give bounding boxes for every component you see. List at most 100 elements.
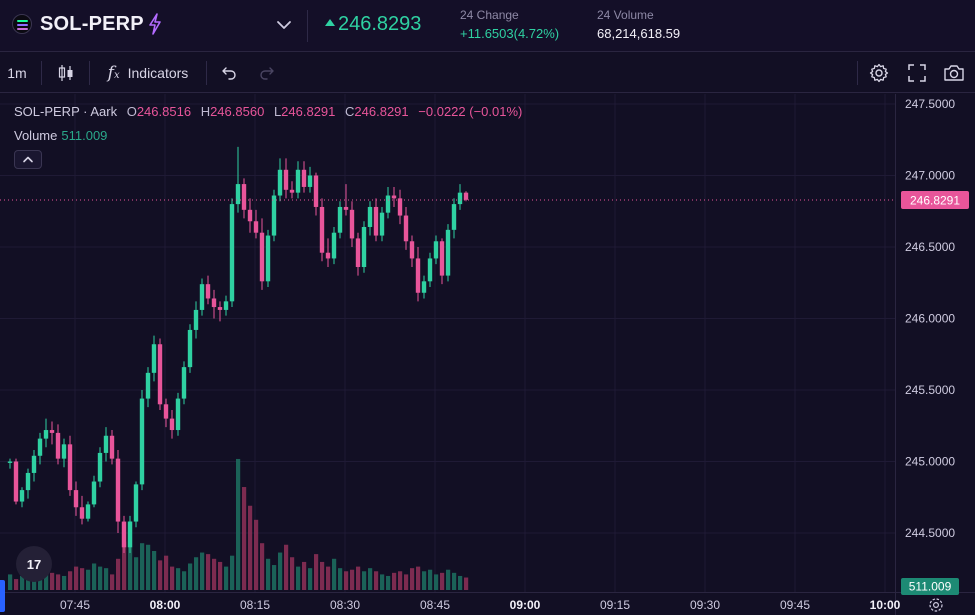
last-volume-label: 511.009 bbox=[909, 580, 952, 594]
candle-body bbox=[337, 206, 343, 233]
redo-icon[interactable] bbox=[254, 53, 280, 93]
candle-body bbox=[217, 307, 223, 310]
candle-body bbox=[253, 221, 259, 233]
camera-icon[interactable] bbox=[940, 53, 968, 93]
candle-body bbox=[451, 204, 457, 230]
volume-bar bbox=[218, 561, 223, 590]
candle-body bbox=[151, 344, 157, 373]
last-price-label: 246.8291 bbox=[910, 193, 960, 207]
volume-bar bbox=[380, 574, 385, 590]
scroll-marker[interactable] bbox=[0, 580, 5, 612]
chevron-down-icon[interactable] bbox=[275, 16, 293, 34]
fx-icon: fx bbox=[107, 63, 120, 83]
y-tick-label: 245.5000 bbox=[905, 383, 955, 397]
volume-bar bbox=[290, 557, 295, 590]
volume-bar bbox=[458, 575, 463, 590]
candle-body bbox=[145, 372, 151, 399]
volume-bar bbox=[68, 571, 73, 590]
candle-body bbox=[157, 344, 163, 405]
candle-body bbox=[355, 238, 361, 268]
volume-bar bbox=[140, 543, 145, 590]
volume-bar bbox=[32, 577, 37, 590]
pair-title[interactable]: SOL-PERP bbox=[40, 13, 144, 35]
price-chart[interactable]: 247.5000 247.0000 246.5000 246.0000 245.5000… bbox=[0, 94, 975, 615]
y-tick-label: 246.5000 bbox=[905, 240, 955, 254]
header-divider bbox=[307, 10, 308, 42]
fullscreen-icon[interactable] bbox=[904, 53, 930, 93]
candle-body bbox=[313, 175, 319, 207]
24h-volume: 24 Volume 68,214,618.59 bbox=[597, 8, 680, 41]
volume-bar bbox=[224, 566, 229, 590]
candle-body bbox=[169, 418, 175, 431]
volume-bar bbox=[344, 571, 349, 590]
volume-bar bbox=[326, 566, 331, 590]
candle-body bbox=[133, 484, 139, 522]
candle-body bbox=[415, 258, 421, 293]
legend-close: 246.8291 bbox=[354, 104, 409, 119]
x-tick-label: 10:00 bbox=[870, 598, 901, 612]
candle-body bbox=[43, 430, 49, 439]
candles-icon[interactable] bbox=[52, 53, 80, 93]
scale-settings-icon[interactable] bbox=[928, 597, 944, 613]
volume-bar bbox=[164, 555, 169, 590]
candle-body bbox=[229, 204, 235, 302]
volume-bar bbox=[50, 572, 55, 590]
volume-bar bbox=[74, 566, 79, 590]
candle-body bbox=[19, 490, 25, 502]
volume-bar bbox=[212, 558, 217, 590]
candle-body bbox=[397, 198, 403, 216]
volume-bar bbox=[260, 543, 265, 590]
volume-bar bbox=[272, 565, 277, 590]
volume-bar bbox=[242, 487, 247, 590]
candle-body bbox=[187, 329, 193, 368]
volume-bar bbox=[248, 505, 253, 590]
candle-body bbox=[463, 192, 469, 200]
y-tick-label: 246.0000 bbox=[905, 312, 955, 326]
volume-bar bbox=[386, 575, 391, 590]
chevron-up-icon bbox=[23, 156, 33, 163]
ohlc-legend: SOL-PERP · Aark O246.8516 H246.8560 L246… bbox=[14, 104, 522, 119]
candle-body bbox=[259, 232, 265, 282]
undo-icon[interactable] bbox=[216, 53, 242, 93]
volume-bar bbox=[428, 569, 433, 590]
24h-change-value: +11.6503(4.72%) bbox=[460, 26, 560, 41]
candle-body bbox=[163, 404, 169, 419]
toolbar-divider bbox=[89, 61, 90, 85]
candle-body bbox=[61, 444, 67, 459]
volume-bar bbox=[134, 557, 139, 590]
candle-body bbox=[349, 209, 355, 239]
candle-body bbox=[427, 258, 433, 282]
x-tick-label: 08:45 bbox=[420, 598, 450, 612]
volume-bar bbox=[398, 571, 403, 590]
gear-icon[interactable] bbox=[866, 53, 892, 93]
candle-body bbox=[283, 169, 289, 190]
collapse-legend-button[interactable] bbox=[14, 150, 42, 169]
y-tick-label: 247.0000 bbox=[905, 169, 955, 183]
legend-open-key: O bbox=[126, 104, 137, 119]
candle-body bbox=[31, 455, 37, 473]
volume-bar bbox=[98, 566, 103, 590]
candle-body bbox=[91, 481, 97, 505]
last-price: 246.8293 bbox=[325, 13, 421, 36]
volume-bar bbox=[182, 571, 187, 590]
price-up-icon bbox=[325, 19, 335, 26]
candle-body bbox=[409, 241, 415, 259]
candle-body bbox=[127, 521, 133, 548]
candle-body bbox=[211, 298, 217, 308]
volume-bar bbox=[464, 577, 469, 590]
candle-body bbox=[373, 206, 379, 236]
volume-bar bbox=[8, 574, 13, 590]
interval-button[interactable]: 1m bbox=[7, 65, 27, 81]
indicators-button[interactable]: fx Indicators bbox=[98, 53, 198, 93]
candle-body bbox=[205, 284, 211, 299]
volume-bar bbox=[44, 571, 49, 590]
volume-bar bbox=[104, 568, 109, 590]
volume-bar bbox=[314, 554, 319, 590]
volume-bar bbox=[308, 568, 313, 590]
x-tick-label: 08:00 bbox=[150, 598, 181, 612]
tradingview-logo[interactable]: 17 bbox=[16, 546, 52, 582]
candle-body bbox=[49, 430, 55, 433]
volume-bar bbox=[38, 575, 43, 590]
chart-toolbar: 1m fx Indicators bbox=[0, 53, 975, 93]
legend-open: 246.8516 bbox=[136, 104, 192, 119]
